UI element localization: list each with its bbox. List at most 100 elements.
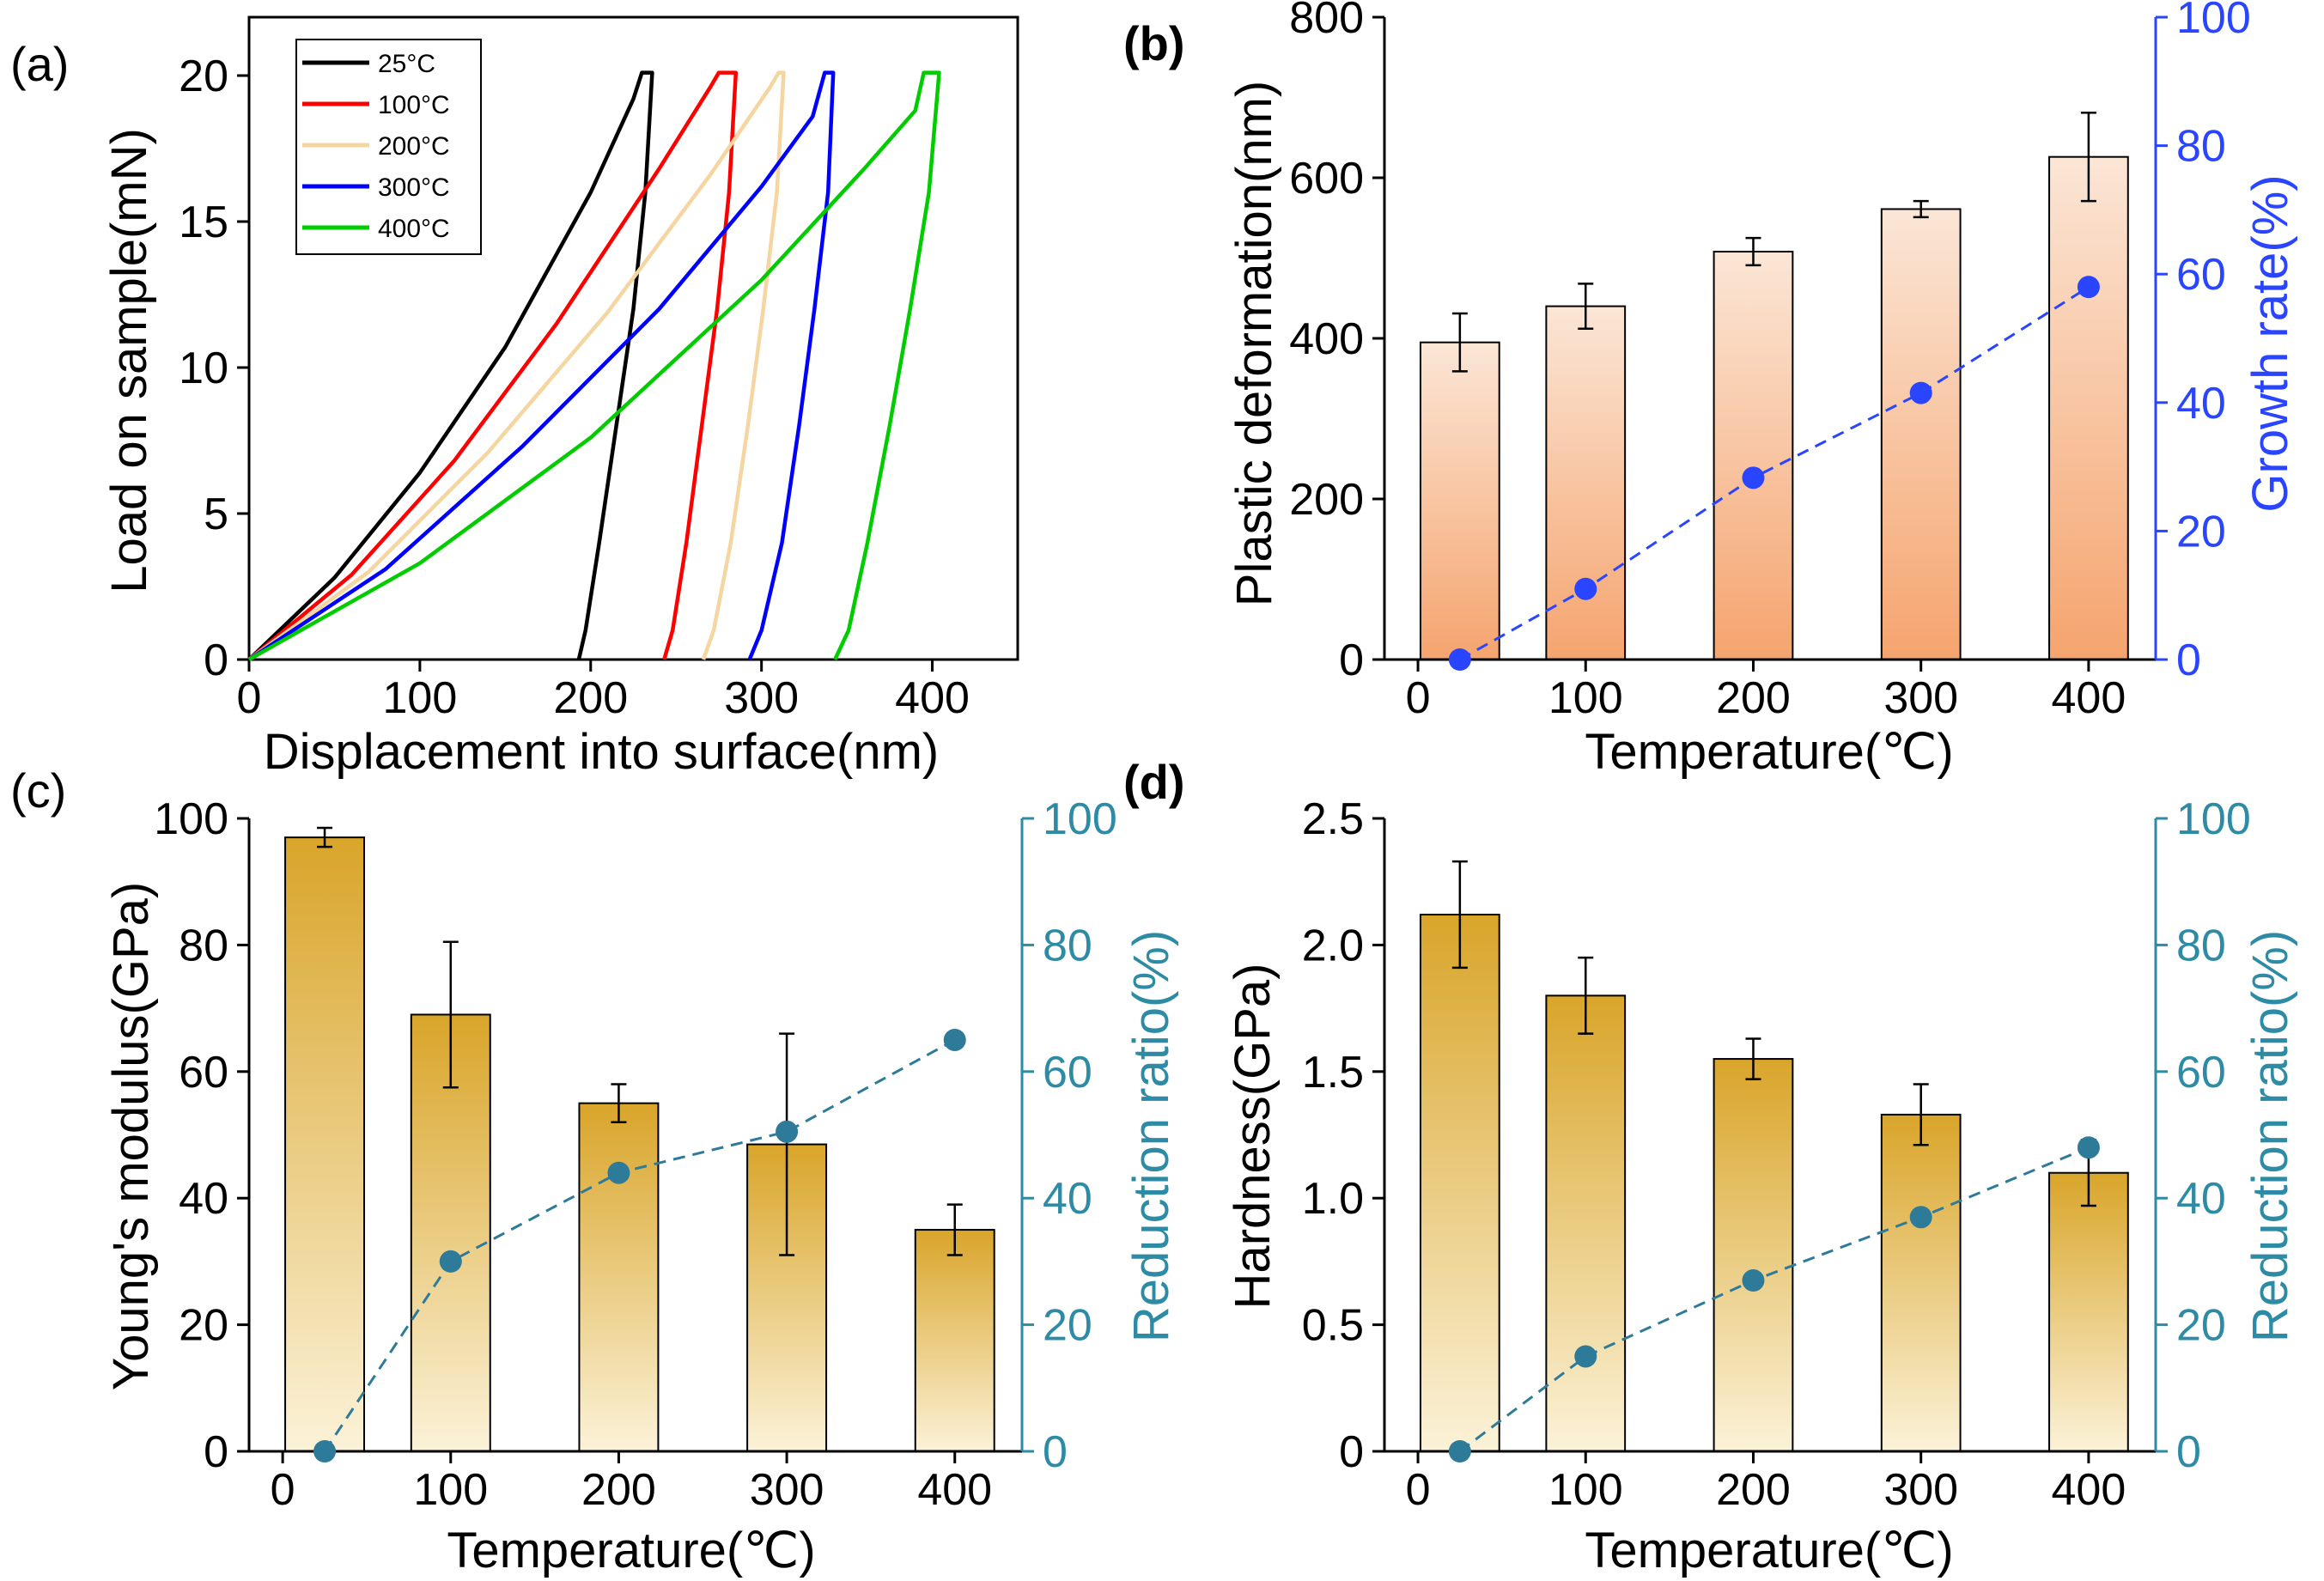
- panel-c-right-tick-label: 80: [1043, 921, 1092, 970]
- panel-c-x-tick-label: 400: [917, 1465, 992, 1515]
- legend-entry: 400°C: [378, 215, 450, 243]
- panel-a-y-tick-label: 20: [179, 52, 228, 101]
- panel-a-x-tick-label: 400: [895, 673, 970, 723]
- panel-a-x-tick-label: 200: [553, 673, 628, 723]
- panel-c-youngs-modulus: (c) 0 20 40 60 80 100 0 100 200 300 400 0 20 40 60 80 10…: [10, 763, 1179, 1578]
- panel-d-y-tick-label: 1.5: [1302, 1048, 1364, 1098]
- panel-c-y-tick-label: 80: [179, 921, 228, 970]
- legend-entry: 100°C: [378, 91, 450, 119]
- bar-200: [578, 1102, 660, 1453]
- panel-d-right-axis-title: Reduction ratio(%): [2242, 930, 2298, 1342]
- right-series-point-100: [1574, 1345, 1597, 1368]
- panel-b-y-tick-label: 0: [1339, 635, 1364, 685]
- panel-b-x-tick-label: 100: [1548, 673, 1623, 723]
- right-series-point-100: [439, 1250, 462, 1273]
- panel-a-y-tick-label: 15: [179, 198, 228, 247]
- panel-b-x-tick-label: 400: [2052, 673, 2126, 723]
- panel-d-y-axis-title: Hardness(GPa): [1225, 964, 1281, 1310]
- panel-b-y-tick-label: 800: [1289, 0, 1364, 43]
- right-series-point-100: [1574, 577, 1597, 600]
- panel-b-right-tick-label: 20: [2176, 507, 2226, 556]
- panel-b-y-tick-label: 200: [1289, 475, 1364, 525]
- panel-d-x-tick-label: 300: [1883, 1465, 1958, 1515]
- bar-200: [1713, 1058, 1794, 1453]
- bar-25: [1419, 914, 1500, 1453]
- panel-b-right-tick-label: 80: [2176, 122, 2226, 172]
- series-line-100c: [247, 70, 739, 661]
- panel-d-label: (d): [1123, 755, 1185, 809]
- panel-c-x-tick-label: 0: [271, 1465, 295, 1515]
- bar-400: [2048, 1171, 2129, 1452]
- right-series-point-400: [2077, 1136, 2100, 1159]
- legend-entry: 25°C: [378, 50, 435, 78]
- panel-a-x-axis-title: Displacement into surface(nm): [264, 724, 940, 780]
- panel-c-x-axis-title: Temperature(℃): [447, 1523, 815, 1578]
- panel-b-x-tick-label: 300: [1883, 673, 1958, 723]
- right-series-point-25: [1448, 648, 1471, 671]
- panel-c-y-tick-label: 100: [154, 794, 228, 844]
- panel-b-right-tick-label: 100: [2176, 0, 2251, 43]
- panel-c-right-tick-label: 60: [1043, 1048, 1092, 1098]
- panel-d-right-tick-label: 40: [2176, 1174, 2226, 1224]
- panel-d-y-tick-label: 2.5: [1302, 794, 1364, 844]
- panel-c-y-axis-title: Young's modulus(GPa): [103, 882, 159, 1391]
- panel-a-y-tick-label: 5: [204, 490, 228, 539]
- panel-c-right-axis-title: Reduction ratio(%): [1123, 930, 1179, 1342]
- bar-25: [1419, 341, 1500, 660]
- panel-c-label: (c): [10, 763, 66, 818]
- panel-d-x-tick-label: 0: [1406, 1465, 1431, 1515]
- panel-d-y-tick-label: 2.0: [1302, 921, 1364, 970]
- panel-b-plastic-deformation: (b) 0 200 400 600 800 0 100 200 300 400 0 20 40 60 80 1…: [1123, 0, 2298, 780]
- panel-b-right-axis-title: Growth rate(%): [2242, 174, 2298, 512]
- panel-d-y-tick-label: 0: [1339, 1427, 1364, 1477]
- panel-d-y-tick-label: 0.5: [1302, 1301, 1364, 1351]
- panel-a-x-tick-label: 0: [237, 673, 262, 723]
- panel-c-x-tick-label: 100: [413, 1465, 488, 1515]
- panel-c-y-tick-label: 0: [204, 1427, 228, 1477]
- series-line-400c: [247, 70, 941, 661]
- panel-c-y-tick-label: 40: [179, 1174, 228, 1224]
- panel-b-x-tick-label: 0: [1406, 673, 1431, 723]
- panel-d-right-tick-label: 100: [2176, 794, 2251, 844]
- series-line-200c: [247, 70, 786, 661]
- legend-entry: 200°C: [378, 132, 450, 161]
- bar-200: [1713, 251, 1794, 660]
- panel-b-x-axis-title: Temperature(℃): [1585, 724, 1953, 780]
- panel-d-x-axis-title: Temperature(℃): [1585, 1523, 1953, 1578]
- right-series-point-400: [943, 1028, 966, 1051]
- panel-a-x-tick-label: 300: [724, 673, 799, 723]
- panel-a-label: (a): [10, 37, 69, 91]
- bar-300: [1880, 208, 1962, 660]
- panel-b-right-tick-label: 0: [2176, 635, 2201, 685]
- panel-a-y-tick-label: 10: [179, 344, 228, 393]
- panel-a-y-tick-label: 0: [204, 635, 228, 685]
- panel-d-right-tick-label: 60: [2176, 1048, 2226, 1098]
- panel-c-x-tick-label: 200: [581, 1465, 656, 1515]
- right-series-point-300: [776, 1120, 799, 1143]
- bar-300: [1880, 1113, 1962, 1453]
- panel-b-y-tick-label: 600: [1289, 154, 1364, 204]
- bar-100: [1545, 305, 1627, 660]
- right-series-point-200: [1742, 1269, 1765, 1292]
- panel-d-y-tick-label: 1.0: [1302, 1174, 1364, 1224]
- bar-400: [2048, 155, 2129, 660]
- right-series-point-200: [1742, 466, 1765, 490]
- panel-d-hardness: (d) 0 0.5 1.0 1.5 2.0 2.5 0 100 200 300 400 0 20 40 60…: [1123, 755, 2298, 1578]
- panel-b-x-tick-label: 200: [1716, 673, 1791, 723]
- panel-a-y-axis-title: Load on sample(mN): [101, 128, 157, 593]
- right-series-point-400: [2077, 276, 2100, 299]
- panel-b-right-tick-label: 40: [2176, 379, 2226, 429]
- panel-c-right-tick-label: 100: [1043, 794, 1117, 844]
- series-line-25c: [247, 70, 654, 661]
- panel-d-right-tick-label: 0: [2176, 1427, 2201, 1477]
- panel-c-right-tick-label: 40: [1043, 1174, 1092, 1224]
- right-series-point-300: [1909, 381, 1932, 404]
- panel-b-right-tick-label: 60: [2176, 250, 2226, 300]
- panel-c-x-tick-label: 300: [750, 1465, 824, 1515]
- panel-b-y-axis-title: Plastic deformation(nm): [1226, 81, 1282, 606]
- panel-c-right-tick-label: 20: [1043, 1301, 1092, 1351]
- panel-b-label: (b): [1123, 16, 1185, 70]
- panel-d-x-tick-label: 200: [1716, 1465, 1791, 1515]
